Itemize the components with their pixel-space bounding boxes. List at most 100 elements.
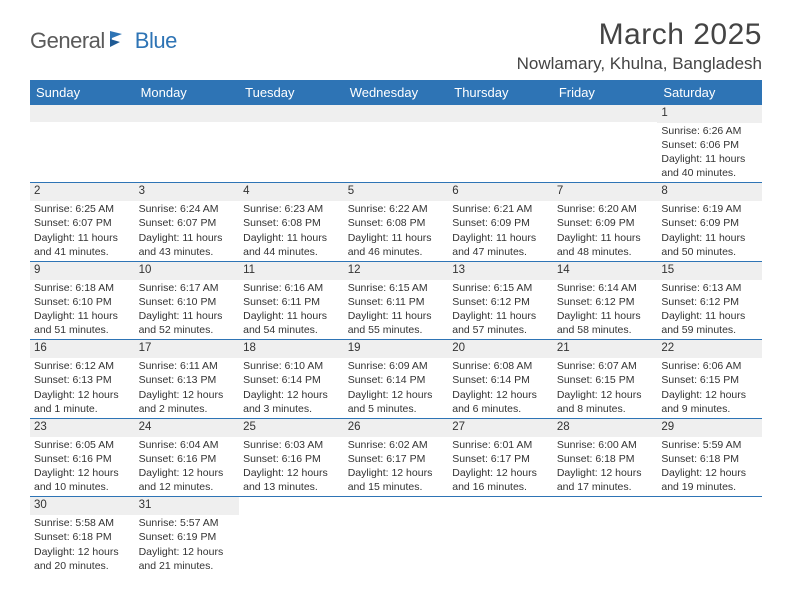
empty-cell xyxy=(344,105,449,183)
header: General Blue March 2025 Nowlamary, Khuln… xyxy=(30,18,762,74)
day-cell: 22 Sunrise: 6:06 AM Sunset: 6:15 PM Dayl… xyxy=(657,340,762,418)
sunset-text: Sunset: 6:18 PM xyxy=(34,530,131,544)
sunset-text: Sunset: 6:10 PM xyxy=(34,295,131,309)
day-cell: 15 Sunrise: 6:13 AM Sunset: 6:12 PM Dayl… xyxy=(657,261,762,339)
sunrise-text: Sunrise: 5:59 AM xyxy=(661,438,758,452)
empty-cell xyxy=(448,497,553,575)
day-number: 31 xyxy=(135,497,240,515)
sunset-text: Sunset: 6:15 PM xyxy=(557,373,654,387)
day-cell: 10 Sunrise: 6:17 AM Sunset: 6:10 PM Dayl… xyxy=(135,261,240,339)
daylight-text: Daylight: 12 hours and 9 minutes. xyxy=(661,388,758,416)
weekday-header: Tuesday xyxy=(239,80,344,105)
day-info: Sunrise: 6:23 AM Sunset: 6:08 PM Dayligh… xyxy=(239,201,344,261)
day-info: Sunrise: 5:59 AM Sunset: 6:18 PM Dayligh… xyxy=(657,437,762,497)
day-number: 25 xyxy=(239,419,344,437)
sunrise-text: Sunrise: 6:15 AM xyxy=(348,281,445,295)
day-number: 19 xyxy=(344,340,449,358)
day-number: 27 xyxy=(448,419,553,437)
daylight-text: Daylight: 11 hours and 52 minutes. xyxy=(139,309,236,337)
day-number: 20 xyxy=(448,340,553,358)
day-cell: 4 Sunrise: 6:23 AM Sunset: 6:08 PM Dayli… xyxy=(239,183,344,261)
sunset-text: Sunset: 6:10 PM xyxy=(139,295,236,309)
logo-flag-icon xyxy=(109,30,131,53)
day-cell: 17 Sunrise: 6:11 AM Sunset: 6:13 PM Dayl… xyxy=(135,340,240,418)
day-info: Sunrise: 6:01 AM Sunset: 6:17 PM Dayligh… xyxy=(448,437,553,497)
day-number: 4 xyxy=(239,183,344,201)
weekday-header-row: Sunday Monday Tuesday Wednesday Thursday… xyxy=(30,80,762,105)
sunrise-text: Sunrise: 6:00 AM xyxy=(557,438,654,452)
weekday-header: Wednesday xyxy=(344,80,449,105)
calendar-row: 30 Sunrise: 5:58 AM Sunset: 6:18 PM Dayl… xyxy=(30,497,762,575)
day-cell: 27 Sunrise: 6:01 AM Sunset: 6:17 PM Dayl… xyxy=(448,418,553,496)
sunrise-text: Sunrise: 6:23 AM xyxy=(243,202,340,216)
sunrise-text: Sunrise: 6:25 AM xyxy=(34,202,131,216)
day-cell: 16 Sunrise: 6:12 AM Sunset: 6:13 PM Dayl… xyxy=(30,340,135,418)
day-number: 10 xyxy=(135,262,240,280)
day-cell: 8 Sunrise: 6:19 AM Sunset: 6:09 PM Dayli… xyxy=(657,183,762,261)
day-number: 11 xyxy=(239,262,344,280)
day-info: Sunrise: 6:03 AM Sunset: 6:16 PM Dayligh… xyxy=(239,437,344,497)
day-cell: 7 Sunrise: 6:20 AM Sunset: 6:09 PM Dayli… xyxy=(553,183,658,261)
day-number: 29 xyxy=(657,419,762,437)
sunset-text: Sunset: 6:09 PM xyxy=(557,216,654,230)
sunrise-text: Sunrise: 6:22 AM xyxy=(348,202,445,216)
day-cell: 18 Sunrise: 6:10 AM Sunset: 6:14 PM Dayl… xyxy=(239,340,344,418)
sunrise-text: Sunrise: 6:13 AM xyxy=(661,281,758,295)
daylight-text: Daylight: 11 hours and 41 minutes. xyxy=(34,231,131,259)
sunset-text: Sunset: 6:11 PM xyxy=(243,295,340,309)
sunset-text: Sunset: 6:11 PM xyxy=(348,295,445,309)
day-number: 8 xyxy=(657,183,762,201)
logo-text-blue: Blue xyxy=(135,28,177,54)
daylight-text: Daylight: 11 hours and 46 minutes. xyxy=(348,231,445,259)
day-cell: 19 Sunrise: 6:09 AM Sunset: 6:14 PM Dayl… xyxy=(344,340,449,418)
daylight-text: Daylight: 12 hours and 13 minutes. xyxy=(243,466,340,494)
sunrise-text: Sunrise: 6:10 AM xyxy=(243,359,340,373)
sunrise-text: Sunrise: 6:15 AM xyxy=(452,281,549,295)
day-cell: 13 Sunrise: 6:15 AM Sunset: 6:12 PM Dayl… xyxy=(448,261,553,339)
sunset-text: Sunset: 6:17 PM xyxy=(452,452,549,466)
day-cell: 5 Sunrise: 6:22 AM Sunset: 6:08 PM Dayli… xyxy=(344,183,449,261)
sunrise-text: Sunrise: 6:21 AM xyxy=(452,202,549,216)
weekday-header: Friday xyxy=(553,80,658,105)
day-cell: 3 Sunrise: 6:24 AM Sunset: 6:07 PM Dayli… xyxy=(135,183,240,261)
day-number: 12 xyxy=(344,262,449,280)
day-number: 24 xyxy=(135,419,240,437)
day-info: Sunrise: 6:07 AM Sunset: 6:15 PM Dayligh… xyxy=(553,358,658,418)
day-cell: 29 Sunrise: 5:59 AM Sunset: 6:18 PM Dayl… xyxy=(657,418,762,496)
day-info: Sunrise: 6:04 AM Sunset: 6:16 PM Dayligh… xyxy=(135,437,240,497)
daylight-text: Daylight: 12 hours and 2 minutes. xyxy=(139,388,236,416)
sunset-text: Sunset: 6:09 PM xyxy=(661,216,758,230)
sunrise-text: Sunrise: 6:09 AM xyxy=(348,359,445,373)
sunset-text: Sunset: 6:19 PM xyxy=(139,530,236,544)
day-info: Sunrise: 6:10 AM Sunset: 6:14 PM Dayligh… xyxy=(239,358,344,418)
sunrise-text: Sunrise: 6:14 AM xyxy=(557,281,654,295)
daylight-text: Daylight: 11 hours and 55 minutes. xyxy=(348,309,445,337)
day-number: 1 xyxy=(657,105,762,123)
day-cell: 28 Sunrise: 6:00 AM Sunset: 6:18 PM Dayl… xyxy=(553,418,658,496)
daylight-text: Daylight: 11 hours and 54 minutes. xyxy=(243,309,340,337)
daylight-text: Daylight: 11 hours and 47 minutes. xyxy=(452,231,549,259)
empty-cell xyxy=(553,497,658,575)
daylight-text: Daylight: 11 hours and 59 minutes. xyxy=(661,309,758,337)
sunrise-text: Sunrise: 6:06 AM xyxy=(661,359,758,373)
day-number: 13 xyxy=(448,262,553,280)
day-info: Sunrise: 6:14 AM Sunset: 6:12 PM Dayligh… xyxy=(553,280,658,340)
weekday-header: Thursday xyxy=(448,80,553,105)
sunset-text: Sunset: 6:13 PM xyxy=(139,373,236,387)
daylight-text: Daylight: 12 hours and 15 minutes. xyxy=(348,466,445,494)
day-number: 7 xyxy=(553,183,658,201)
sunrise-text: Sunrise: 6:02 AM xyxy=(348,438,445,452)
day-info: Sunrise: 6:00 AM Sunset: 6:18 PM Dayligh… xyxy=(553,437,658,497)
day-info: Sunrise: 6:25 AM Sunset: 6:07 PM Dayligh… xyxy=(30,201,135,261)
calendar-row: 16 Sunrise: 6:12 AM Sunset: 6:13 PM Dayl… xyxy=(30,340,762,418)
calendar-table: Sunday Monday Tuesday Wednesday Thursday… xyxy=(30,80,762,575)
daylight-text: Daylight: 12 hours and 10 minutes. xyxy=(34,466,131,494)
daylight-text: Daylight: 12 hours and 12 minutes. xyxy=(139,466,236,494)
sunrise-text: Sunrise: 6:11 AM xyxy=(139,359,236,373)
sunset-text: Sunset: 6:14 PM xyxy=(348,373,445,387)
day-info: Sunrise: 6:11 AM Sunset: 6:13 PM Dayligh… xyxy=(135,358,240,418)
day-cell: 1 Sunrise: 6:26 AM Sunset: 6:06 PM Dayli… xyxy=(657,105,762,183)
day-cell: 25 Sunrise: 6:03 AM Sunset: 6:16 PM Dayl… xyxy=(239,418,344,496)
sunrise-text: Sunrise: 6:17 AM xyxy=(139,281,236,295)
calendar-row: 1 Sunrise: 6:26 AM Sunset: 6:06 PM Dayli… xyxy=(30,105,762,183)
